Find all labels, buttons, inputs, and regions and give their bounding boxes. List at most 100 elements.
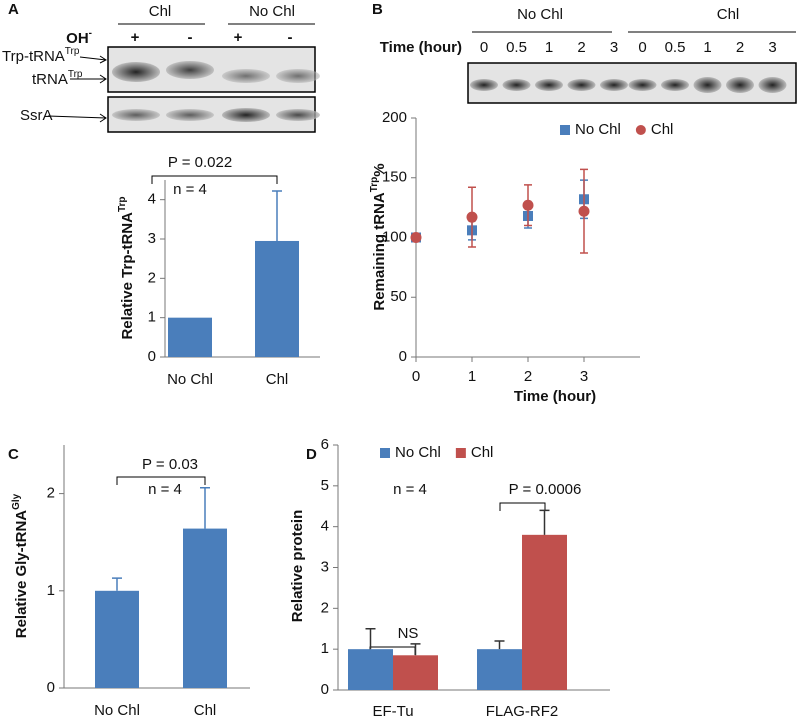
band-label-sup: Trp	[65, 46, 80, 57]
y-axis-label-main: Relative Gly-tRNA	[13, 510, 30, 639]
gel-band	[502, 79, 531, 91]
bar	[255, 240, 299, 357]
y-tick-label: 2	[148, 269, 156, 286]
sign: +	[234, 29, 243, 46]
legend-marker	[455, 448, 466, 458]
gel-band	[628, 79, 657, 91]
error-bar	[112, 577, 122, 591]
lane-label: Chl	[149, 3, 172, 20]
band-label: Trp-tRNATrp	[2, 46, 80, 65]
legend-marker	[635, 125, 646, 135]
sign: +	[131, 29, 140, 46]
y-tick-label: 3	[321, 558, 329, 575]
sign: -	[188, 29, 193, 46]
bar	[183, 528, 227, 688]
gel-band	[112, 109, 160, 121]
gel-band	[470, 79, 498, 91]
y-axis-label-sup: Trp	[369, 177, 380, 193]
y-tick-label: 100	[382, 228, 407, 245]
y-tick-label: 0	[148, 348, 156, 365]
gel-band	[693, 77, 722, 93]
y-tick-label: 4	[321, 518, 329, 535]
y-axis-label-tail: %	[371, 163, 388, 176]
legend-label: No Chl	[575, 121, 621, 138]
significance-bracket	[151, 175, 278, 184]
gel-a	[47, 23, 320, 133]
y-axis-label: Relative Trp-tRNATrp	[117, 196, 136, 339]
error-bar	[539, 509, 550, 535]
y-tick-label: 0	[399, 348, 407, 365]
gel-band	[222, 108, 270, 122]
gel-band	[726, 77, 754, 93]
time-tick: 2	[577, 39, 585, 56]
significance-bracket	[499, 502, 546, 511]
annotation: n = 4	[148, 481, 182, 498]
treatment-label: OH-	[66, 28, 92, 47]
y-tick-label: 2	[321, 599, 329, 616]
treatment-label-main: OH	[66, 30, 89, 47]
annotation: n = 4	[393, 481, 427, 498]
x-tick-label: 1	[468, 368, 476, 385]
y-axis-label-main: Remaining tRNA	[371, 192, 388, 311]
x-tick-label: No Chl	[167, 371, 213, 388]
band-label-main: SsrA	[20, 107, 53, 124]
treatment-label-sup: -	[89, 28, 92, 39]
y-tick-label: 1	[148, 309, 156, 326]
time-tick: 0	[480, 39, 488, 56]
annotation: P = 0.03	[142, 456, 198, 473]
gel-band	[661, 79, 689, 91]
y-axis-label-main: Relative Trp-tRNA	[119, 212, 136, 340]
x-axis-label: Time (hour)	[514, 388, 596, 405]
point	[578, 205, 590, 217]
band-label-main: Trp-tRNA	[2, 48, 65, 65]
error-bar	[365, 628, 376, 650]
y-tick-label: 1	[47, 582, 55, 599]
bar	[348, 649, 393, 690]
x-tick-label: No Chl	[94, 702, 140, 719]
y-tick-label: 0	[47, 679, 55, 696]
gel-band	[600, 79, 628, 91]
legend-label: No Chl	[395, 444, 441, 461]
panel-letter: D	[306, 446, 317, 463]
legend-marker	[560, 125, 570, 135]
gel-band	[222, 69, 270, 83]
time-tick: 1	[545, 39, 553, 56]
annotation: NS	[398, 625, 419, 642]
band-label-sup: Trp	[68, 69, 83, 80]
bar	[168, 317, 212, 357]
band-label: tRNATrp	[32, 69, 83, 88]
y-axis-label: Relative protein	[289, 510, 306, 623]
x-tick-label: Chl	[266, 371, 289, 388]
panel-letter: B	[372, 1, 383, 18]
time-tick: 2	[736, 39, 744, 56]
y-tick-label: 5	[321, 477, 329, 494]
annotation: P = 0.022	[168, 154, 232, 171]
time-label: Time (hour)	[380, 39, 462, 56]
x-tick-label: 0	[412, 368, 420, 385]
x-tick-label: 3	[580, 368, 588, 385]
legend-label: Chl	[471, 444, 494, 461]
panel-letter: A	[8, 1, 19, 18]
time-tick: 0.5	[506, 39, 527, 56]
y-tick-label: 2	[47, 485, 55, 502]
gel-band	[112, 62, 160, 82]
y-axis-label: Remaining tRNATrp%	[369, 163, 388, 310]
gel-band	[758, 77, 787, 93]
gel-band	[535, 79, 563, 91]
lane-label: No Chl	[249, 3, 295, 20]
gel-band	[166, 61, 214, 79]
y-tick-label: 150	[382, 169, 407, 186]
y-tick-label: 200	[382, 109, 407, 126]
gel-band	[567, 79, 596, 91]
x-tick-label: Chl	[194, 702, 217, 719]
y-axis-label-sup: Gly	[11, 493, 22, 510]
y-tick-label: 50	[390, 288, 407, 305]
group-label: Chl	[717, 6, 740, 23]
annotation: P = 0.0006	[509, 481, 582, 498]
x-tick-label: FLAG-RF2	[486, 703, 559, 720]
y-tick-label: 3	[148, 230, 156, 247]
arrow	[47, 55, 107, 123]
panel-letter: C	[8, 446, 19, 463]
bar	[95, 590, 139, 688]
